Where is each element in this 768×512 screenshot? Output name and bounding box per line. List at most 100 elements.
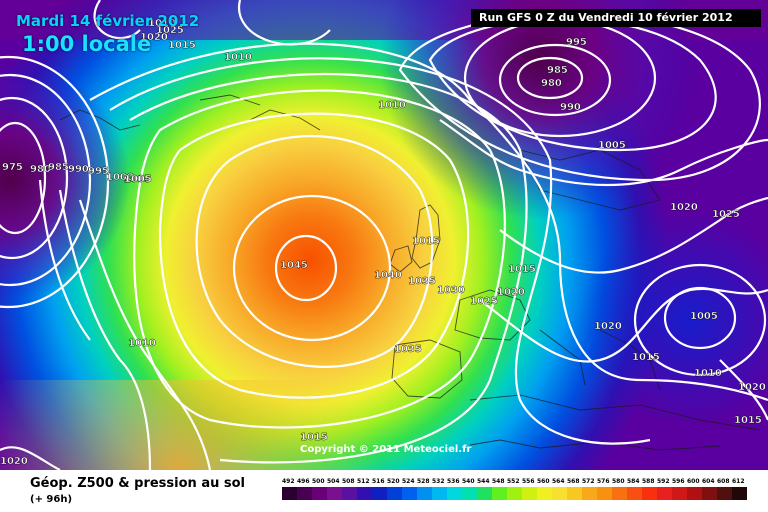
pressure-label: 1020 bbox=[140, 32, 168, 43]
scale-label: 604 bbox=[702, 478, 715, 485]
scale-swatch bbox=[477, 487, 492, 500]
scale-swatch bbox=[567, 487, 582, 500]
pressure-label: 1020 bbox=[738, 382, 766, 393]
pressure-label: 1025 bbox=[712, 209, 740, 220]
isobar-1030 bbox=[158, 112, 470, 399]
scale-label: 528 bbox=[417, 478, 430, 485]
scale-swatch bbox=[432, 487, 447, 500]
scale-swatch bbox=[537, 487, 552, 500]
scale-label: 560 bbox=[537, 478, 550, 485]
scale-label: 600 bbox=[687, 478, 700, 485]
pressure-label: 1005 bbox=[123, 174, 151, 185]
south-warm-band bbox=[0, 380, 460, 470]
scale-label: 540 bbox=[462, 478, 475, 485]
scale-label: 552 bbox=[507, 478, 520, 485]
scale-label: 520 bbox=[387, 478, 400, 485]
scale-swatch bbox=[327, 487, 342, 500]
isobar-990 bbox=[498, 43, 612, 117]
pressure-label: 1020 bbox=[497, 287, 525, 298]
scale-swatch bbox=[687, 487, 702, 500]
coastlines bbox=[59, 94, 761, 451]
pressure-label: 1035 bbox=[394, 344, 422, 355]
pressure-label: 1040 bbox=[374, 270, 402, 281]
isobar-1035 bbox=[195, 134, 434, 368]
pressure-labels: 1045 1040 1035 1030 1025 1020 1015 1010 … bbox=[0, 18, 766, 467]
pressure-label: 1025 bbox=[470, 296, 498, 307]
scale-label: 580 bbox=[612, 478, 625, 485]
scale-swatch bbox=[702, 487, 717, 500]
isobar-1010-w bbox=[78, 199, 212, 470]
scale-label: 556 bbox=[522, 478, 535, 485]
scale-swatch bbox=[462, 487, 477, 500]
scale-label: 500 bbox=[312, 478, 325, 485]
pressure-label: 1030 bbox=[437, 285, 465, 296]
pressure-label: 1045 bbox=[280, 260, 308, 271]
model-run-label: Run GFS 0 Z du Vendredi 10 février 2012 bbox=[471, 9, 761, 27]
copyright-text: Copyright © 2011 Meteociel.fr bbox=[300, 444, 472, 455]
east-trough-field bbox=[560, 200, 768, 420]
legend-subtitle: (+ 96h) bbox=[30, 494, 73, 505]
isobar-1040 bbox=[232, 194, 392, 342]
scale-swatch bbox=[597, 487, 612, 500]
scale-label: 524 bbox=[402, 478, 415, 485]
pressure-label: 1010 bbox=[224, 52, 252, 63]
isobar-985 bbox=[516, 56, 584, 100]
pressure-label: 1015 bbox=[168, 40, 196, 51]
scale-label: 516 bbox=[372, 478, 385, 485]
scale-swatch bbox=[627, 487, 642, 500]
forecast-time: 1:00 locale bbox=[22, 32, 152, 56]
pressure-label: 1010 bbox=[378, 100, 406, 111]
scale-swatch bbox=[582, 487, 597, 500]
scale-label: 612 bbox=[732, 478, 745, 485]
scale-label: 596 bbox=[672, 478, 685, 485]
scale-label: 536 bbox=[447, 478, 460, 485]
pressure-label: 980 bbox=[541, 78, 562, 89]
pressure-label: 1010 bbox=[148, 18, 176, 29]
pressure-label: 975 bbox=[2, 162, 23, 173]
forecast-date: Mardi 14 février 2012 bbox=[16, 12, 200, 30]
scale-swatch bbox=[732, 487, 747, 500]
scale-swatch bbox=[492, 487, 507, 500]
scale-label: 544 bbox=[477, 478, 490, 485]
scale-label: 584 bbox=[627, 478, 640, 485]
pressure-label: 985 bbox=[48, 162, 69, 173]
pressure-label: 985 bbox=[547, 65, 568, 76]
pressure-label: 1015 bbox=[508, 264, 536, 275]
scale-swatch bbox=[357, 487, 372, 500]
scale-swatch bbox=[342, 487, 357, 500]
scale-label: 564 bbox=[552, 478, 565, 485]
legend-title: Géop. Z500 & pression au sol bbox=[30, 476, 245, 491]
isobar-1020 bbox=[129, 73, 528, 464]
scale-swatch bbox=[312, 487, 327, 500]
scale-swatch bbox=[522, 487, 537, 500]
scale-swatch bbox=[672, 487, 687, 500]
scale-label: 576 bbox=[597, 478, 610, 485]
scale-swatch bbox=[612, 487, 627, 500]
pressure-label: 1035 bbox=[408, 276, 436, 287]
pressure-label: 1005 bbox=[690, 311, 718, 322]
scale-swatch bbox=[417, 487, 432, 500]
legend-bar: Géop. Z500 & pression au sol (+ 96h) 492… bbox=[0, 470, 768, 512]
scale-swatch bbox=[387, 487, 402, 500]
pressure-label: 1020 bbox=[0, 456, 28, 467]
pressure-label: 990 bbox=[560, 102, 581, 113]
scale-label: 588 bbox=[642, 478, 655, 485]
scale-label: 504 bbox=[327, 478, 340, 485]
scale-swatch bbox=[507, 487, 522, 500]
scale-label: 572 bbox=[582, 478, 595, 485]
scale-label: 608 bbox=[717, 478, 730, 485]
scale-label: 532 bbox=[432, 478, 445, 485]
isobar-1025 bbox=[133, 89, 506, 429]
pressure-label: 1005 bbox=[598, 140, 626, 151]
pressure-label: 995 bbox=[88, 166, 109, 177]
scale-label: 508 bbox=[342, 478, 355, 485]
pressure-label: 1015 bbox=[300, 432, 328, 443]
pressure-label: 980 bbox=[30, 164, 51, 175]
scale-swatch bbox=[402, 487, 417, 500]
scale-swatch bbox=[372, 487, 387, 500]
pressure-label: 1010 bbox=[128, 338, 156, 349]
pressure-label: 1015 bbox=[632, 352, 660, 363]
pressure-label: 1010 bbox=[694, 368, 722, 379]
scale-swatch bbox=[657, 487, 672, 500]
scale-label: 492 bbox=[282, 478, 295, 485]
